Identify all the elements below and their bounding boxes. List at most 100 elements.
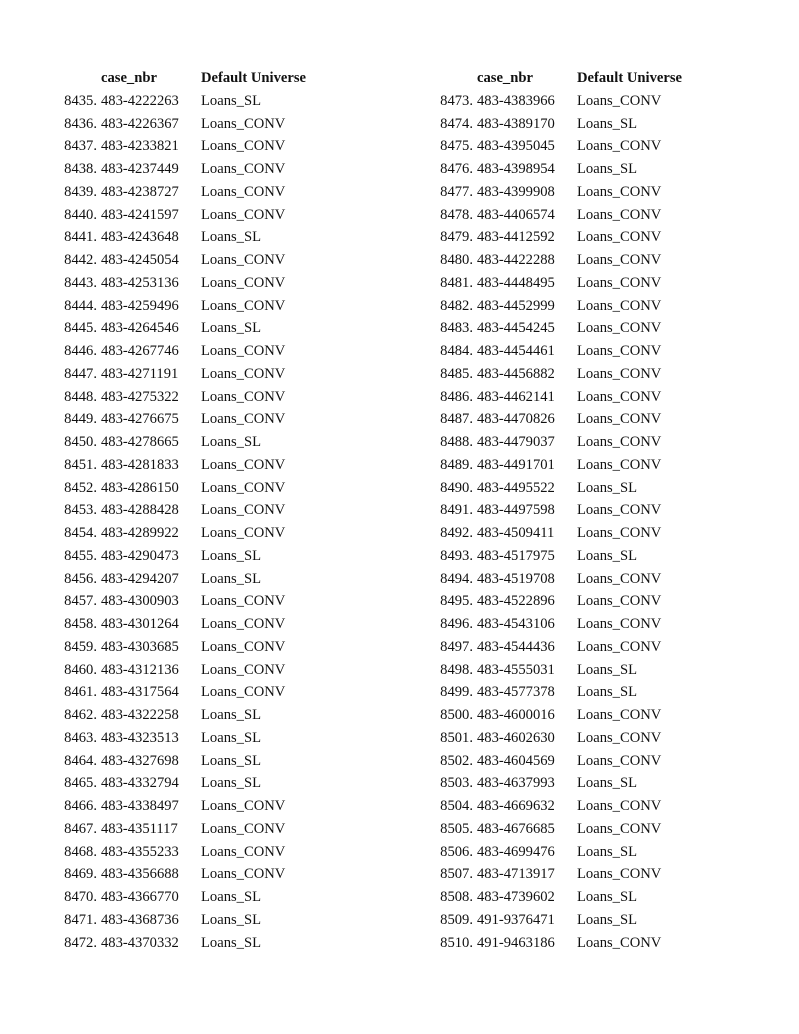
case-nbr: 483-4452999	[477, 297, 555, 314]
default-universe: Loans_CONV	[201, 525, 286, 541]
default-universe: Loans_SL	[201, 934, 261, 951]
row-number: 8470.	[64, 889, 97, 905]
row-number: 8437.	[64, 138, 97, 155]
case-nbr: 483-4253136	[101, 274, 179, 291]
default-universe: Loans_SL	[201, 752, 261, 769]
default-universe: Loans_CONV	[577, 570, 662, 587]
case-nbr: 483-4519708	[477, 570, 555, 587]
default-universe: Loans_CONV	[577, 752, 662, 769]
row-number: 8497.	[440, 638, 473, 655]
default-universe: Loans_CONV	[577, 183, 662, 200]
case-nbr: 483-4267746	[101, 343, 179, 359]
default-universe: Loans_SL	[201, 911, 261, 928]
row-number: 8493.	[440, 547, 473, 564]
row-number: 8475.	[440, 138, 473, 155]
row-number: 8494.	[440, 570, 473, 587]
row-number: 8479.	[440, 229, 473, 246]
default-universe: Loans_CONV	[201, 365, 286, 382]
row-number: 8452.	[64, 479, 97, 496]
case-nbr: 483-4604569	[477, 752, 555, 769]
case-nbr: 483-4351117	[101, 820, 178, 837]
row-number: 8443.	[64, 274, 97, 291]
case-nbr: 483-4278665	[101, 434, 179, 450]
row-number: 8465.	[64, 775, 97, 792]
default-universe: Loans_CONV	[201, 638, 286, 655]
row-number: 8502.	[440, 752, 473, 769]
row-number: 8461.	[64, 684, 97, 701]
default-universe: Loans_CONV	[577, 593, 662, 610]
default-universe: Loans_CONV	[577, 365, 662, 382]
default-universe: Loans_CONV	[201, 411, 286, 428]
row-number: 8458.	[64, 616, 97, 632]
case-nbr: 483-4497598	[477, 502, 555, 519]
case-nbr: 483-4669632	[477, 798, 555, 814]
case-nbr: 483-4555031	[477, 661, 555, 678]
row-number: 8455.	[64, 547, 97, 564]
row-number: 8510.	[440, 934, 473, 951]
default-universe: Loans_CONV	[577, 206, 662, 223]
case-nbr: 483-4456882	[477, 365, 555, 382]
default-universe: Loans_CONV	[201, 866, 286, 883]
row-number: 8450.	[64, 434, 97, 450]
default-universe: Loans_CONV	[577, 934, 662, 951]
default-universe: Loans_CONV	[201, 820, 286, 837]
default-universe: Loans_CONV	[201, 115, 286, 132]
default-universe: Loans_SL	[201, 320, 261, 337]
case-nbr: 483-4226367	[101, 115, 179, 132]
row-number: 8506.	[440, 843, 473, 860]
header-default-universe: Default Universe	[577, 70, 682, 86]
default-universe: Loans_SL	[577, 889, 637, 905]
case-nbr: 483-4368736	[101, 911, 179, 928]
row-number: 8480.	[440, 252, 473, 268]
row-number: 8471.	[64, 911, 97, 928]
row-number: 8473.	[440, 92, 473, 109]
row-number: 8446.	[64, 343, 97, 359]
default-universe: Loans_CONV	[577, 388, 662, 405]
default-universe: Loans_SL	[201, 92, 261, 109]
default-universe: Loans_SL	[577, 775, 637, 792]
row-number: 8453.	[64, 502, 97, 519]
row-number: 8462.	[64, 707, 97, 723]
default-universe: Loans_CONV	[201, 843, 286, 860]
case-nbr: 483-4395045	[477, 138, 555, 155]
case-nbr: 483-4301264	[101, 616, 179, 632]
case-nbr: 483-4323513	[101, 729, 179, 746]
case-nbr: 483-4238727	[101, 183, 179, 200]
default-universe: Loans_CONV	[577, 252, 662, 268]
row-number: 8483.	[440, 320, 473, 337]
case-nbr: 483-4317564	[101, 684, 179, 701]
row-number: 8439.	[64, 183, 97, 200]
case-nbr: 483-4259496	[101, 297, 179, 314]
row-number: 8482.	[440, 297, 473, 314]
row-number: 8500.	[440, 707, 473, 723]
default-universe: Loans_CONV	[201, 593, 286, 610]
row-number: 8454.	[64, 525, 97, 541]
row-number: 8466.	[64, 798, 97, 814]
default-universe: Loans_SL	[577, 843, 637, 860]
row-number: 8457.	[64, 593, 97, 610]
case-nbr: 483-4303685	[101, 638, 179, 655]
default-universe: Loans_CONV	[201, 206, 286, 223]
case-nbr: 483-4509411	[477, 525, 555, 541]
default-universe: Loans_CONV	[201, 252, 286, 268]
default-universe: Loans_CONV	[577, 707, 662, 723]
row-number: 8488.	[440, 434, 473, 450]
header-case-nbr: case_nbr	[477, 70, 533, 86]
default-universe: Loans_SL	[201, 889, 261, 905]
row-number: 8503.	[440, 775, 473, 792]
default-universe: Loans_CONV	[577, 798, 662, 814]
case-nbr: 483-4544436	[477, 638, 555, 655]
case-nbr: 483-4543106	[477, 616, 555, 632]
case-nbr: 483-4479037	[477, 434, 555, 450]
case-nbr: 483-4383966	[477, 92, 555, 109]
row-number: 8489.	[440, 456, 473, 473]
default-universe: Loans_CONV	[577, 320, 662, 337]
default-universe: Loans_CONV	[577, 820, 662, 837]
case-nbr: 483-4264546	[101, 320, 179, 337]
case-nbr: 483-4276675	[101, 411, 179, 428]
default-universe: Loans_SL	[201, 570, 261, 587]
row-number: 8492.	[440, 525, 473, 541]
case-nbr: 483-4289922	[101, 525, 179, 541]
case-nbr: 483-4412592	[477, 229, 555, 246]
case-nbr: 483-4699476	[477, 843, 555, 860]
